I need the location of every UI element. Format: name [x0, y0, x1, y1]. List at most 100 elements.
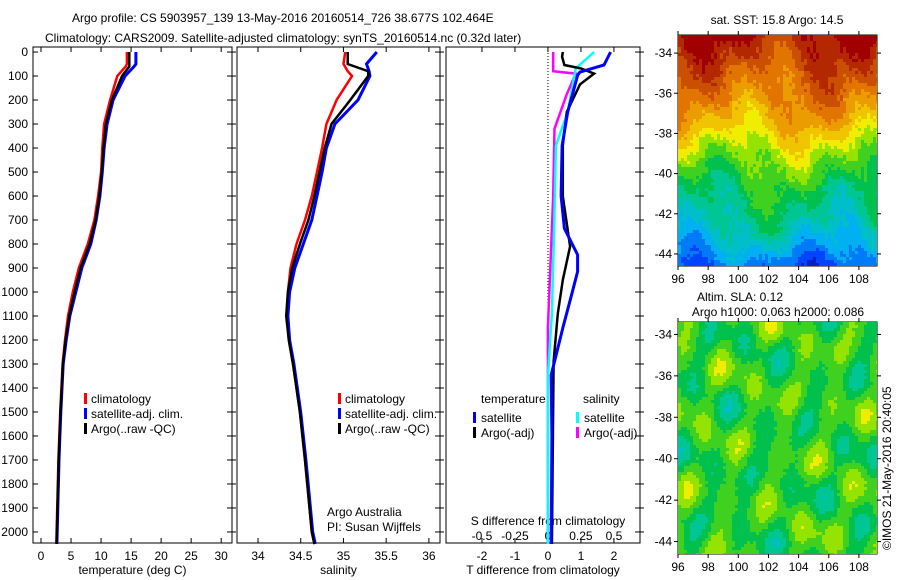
title-line-2: Climatology: CARS2009. Satellite-adjuste… — [45, 31, 521, 45]
profile-line-ff0000 — [285, 51, 354, 545]
legend-label: satellite-adj. clim. — [345, 407, 437, 421]
depth-tick-label: 1100 — [2, 309, 28, 323]
legend-title-salinity: salinity — [583, 392, 620, 406]
legend-label: Argo(..raw -QC) — [345, 422, 430, 436]
map-y-tick-label: -40 — [655, 167, 673, 181]
depth-tick-label: 300 — [8, 117, 28, 131]
legend-swatch — [84, 393, 87, 404]
legend-label: Argo(-adj) — [584, 426, 637, 440]
legend-label: Argo(..raw -QC) — [91, 422, 176, 436]
map-x-tick-label: 106 — [819, 560, 839, 574]
map-y-tick-label: -42 — [655, 207, 673, 221]
map-y-tick-label: -34 — [655, 327, 673, 341]
sla-map-title: Altim. SLA: 0.12 — [697, 290, 783, 304]
depth-tick-label: 500 — [8, 165, 28, 179]
legend-swatch — [338, 423, 341, 434]
profile-line-000000 — [55, 52, 131, 545]
plot-frame-difference — [445, 46, 641, 544]
difference-line-ff00ff — [546, 52, 578, 544]
x-tick-label: 0 — [38, 549, 45, 563]
depth-tick-label: 1600 — [1, 429, 28, 443]
legend-label: climatology — [91, 392, 151, 406]
x-axis-label: temperature (deg C) — [78, 563, 186, 577]
x-axis-label: salinity — [320, 563, 357, 577]
depth-tick-label: 2000 — [1, 525, 28, 539]
legend-swatch — [473, 427, 476, 438]
map-x-tick-label: 106 — [819, 272, 839, 286]
map-x-tick-label: 108 — [849, 272, 869, 286]
x-axis-label: T difference from climatology — [466, 563, 620, 577]
x-tick-label: 20 — [154, 549, 168, 563]
map-y-tick-label: -38 — [655, 410, 673, 424]
map-x-tick-label: 100 — [728, 272, 748, 286]
map-y-tick-label: -34 — [655, 46, 673, 60]
profile-line-ff0000 — [55, 52, 129, 545]
depth-tick-label: 0 — [21, 45, 28, 59]
map-y-tick-label: -44 — [655, 535, 673, 549]
attribution-line-2: PI: Susan Wijffels — [327, 520, 421, 534]
legend-swatch — [84, 408, 87, 419]
sla-heatmap — [678, 322, 877, 554]
difference-line-000000 — [550, 51, 597, 545]
depth-tick-label: 1000 — [1, 285, 28, 299]
x-tick-label: 1 — [578, 549, 585, 563]
legend-swatch — [576, 427, 579, 438]
legend-swatch — [473, 412, 476, 423]
x-tick-label: 25 — [184, 549, 198, 563]
x-tick-label: -1 — [510, 549, 521, 563]
x2-tick-label: -0.25 — [501, 529, 529, 543]
map-x-tick-label: 102 — [758, 560, 778, 574]
depth-tick-label: 1700 — [1, 453, 28, 467]
map-x-tick-label: 102 — [758, 272, 778, 286]
difference-line-00ffff — [546, 51, 595, 544]
difference-line-0000ff — [549, 51, 612, 545]
plot-frame-temperature — [32, 46, 233, 544]
map-x-tick-label: 96 — [671, 560, 685, 574]
x2-tick-label: 0.5 — [606, 529, 623, 543]
map-y-tick-label: -40 — [655, 452, 673, 466]
x-tick-label: 34 — [251, 549, 265, 563]
profile-line-0000ff — [286, 51, 378, 545]
x-tick-label: 34.5 — [289, 549, 313, 563]
depth-tick-label: 800 — [8, 237, 28, 251]
map-x-tick-label: 96 — [671, 272, 685, 286]
legend-swatch — [84, 423, 87, 434]
legend-label: satellite — [584, 411, 625, 425]
profile-line-0000ff — [55, 52, 138, 545]
x2-tick-label: -0.5 — [472, 529, 493, 543]
map-y-tick-label: -42 — [655, 493, 673, 507]
x-tick-label: 2 — [611, 549, 618, 563]
depth-tick-label: 1800 — [1, 477, 28, 491]
map-y-tick-label: -36 — [655, 86, 673, 100]
depth-tick-label: 1400 — [1, 381, 28, 395]
imos-credit: ©IMOS 21-May-2016 20:40:05 — [880, 386, 894, 550]
map-x-tick-label: 108 — [849, 560, 869, 574]
depth-tick-label: 1300 — [1, 357, 28, 371]
x-tick-label: 10 — [94, 549, 108, 563]
sst-map-title: sat. SST: 15.8 Argo: 14.5 — [711, 13, 844, 27]
depth-tick-label: 1500 — [1, 405, 28, 419]
title-line-1: Argo profile: CS 5903957_139 13-May-2016… — [72, 11, 494, 25]
x-tick-label: 30 — [215, 549, 229, 563]
map-x-tick-label: 98 — [701, 560, 715, 574]
map-y-tick-label: -38 — [655, 126, 673, 140]
depth-tick-label: 1900 — [1, 501, 28, 515]
legend-swatch — [338, 408, 341, 419]
x-tick-label: 5 — [68, 549, 75, 563]
depth-tick-label: 900 — [8, 261, 28, 275]
depth-tick-label: 200 — [8, 93, 28, 107]
legend-label: satellite — [481, 411, 522, 425]
map-y-tick-label: -36 — [655, 369, 673, 383]
x-tick-label: 35.5 — [374, 549, 398, 563]
depth-tick-label: 700 — [8, 213, 28, 227]
legend-label: climatology — [345, 392, 405, 406]
depth-tick-label: 100 — [8, 69, 28, 83]
sst-heatmap — [678, 35, 877, 266]
map-x-tick-label: 98 — [701, 272, 715, 286]
x-tick-label: -2 — [477, 549, 488, 563]
legend-swatch — [576, 412, 579, 423]
map-x-tick-label: 100 — [728, 560, 748, 574]
legend-swatch — [338, 393, 341, 404]
legend-title-temperature: temperature — [481, 392, 546, 406]
depth-tick-label: 600 — [8, 189, 28, 203]
